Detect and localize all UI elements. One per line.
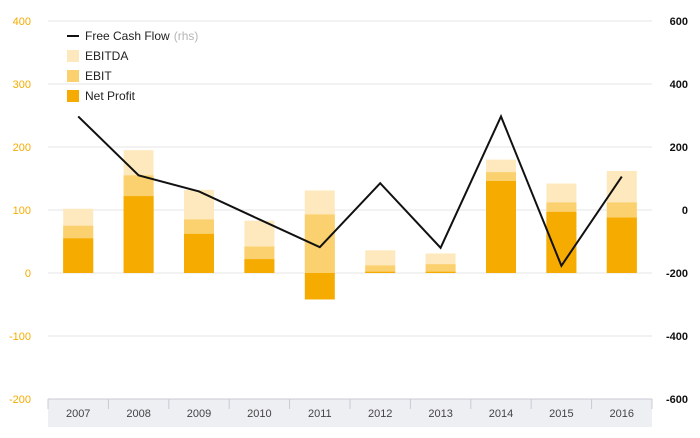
bar-ebit <box>426 264 456 273</box>
bar-net-profit <box>426 272 456 273</box>
left-axis-tick-label: -200 <box>9 394 31 406</box>
right-axis-tick-label: -400 <box>666 331 688 343</box>
x-tick-label: 2011 <box>308 408 332 420</box>
left-axis-tick-label: 200 <box>13 142 31 154</box>
legend-label: EBITDA <box>85 49 128 63</box>
legend-label: Free Cash Flow (rhs) <box>85 29 198 43</box>
bar-ebit <box>305 214 335 273</box>
right-axis-tick-label: -600 <box>666 394 688 406</box>
legend-label-text: EBITDA <box>85 49 128 63</box>
x-tick-label: 2007 <box>66 408 90 420</box>
left-axis-tick-label: 100 <box>13 205 31 217</box>
right-axis-tick-label: 400 <box>670 79 688 91</box>
legend-swatch-box <box>67 90 79 102</box>
legend-label-text: EBIT <box>85 69 112 83</box>
right-axis-tick-label: 600 <box>670 16 688 28</box>
right-axis-tick-label: 0 <box>682 205 688 217</box>
x-tick-label: 2012 <box>368 408 392 420</box>
x-tick-label: 2016 <box>610 408 634 420</box>
right-axis-tick-label: 200 <box>670 142 688 154</box>
bar-net-profit <box>244 259 274 273</box>
bar-net-profit <box>124 196 154 273</box>
legend-label-suffix: (rhs) <box>174 29 199 43</box>
x-tick-label: 2014 <box>489 408 513 420</box>
bar-net-profit <box>486 181 516 273</box>
bar-net-profit <box>184 234 214 273</box>
left-axis-tick-label: 0 <box>25 268 31 280</box>
left-axis-tick-label: 300 <box>13 79 31 91</box>
x-tick-label: 2010 <box>247 408 271 420</box>
bar-net-profit <box>63 238 93 273</box>
x-tick-label: 2015 <box>549 408 573 420</box>
x-tick-label: 2013 <box>428 408 452 420</box>
legend-label: Net Profit <box>85 89 136 103</box>
x-tick-label: 2009 <box>187 408 211 420</box>
bar-net-profit <box>365 272 395 273</box>
legend-label-text: Net Profit <box>85 89 136 103</box>
line-free-cash-flow <box>78 116 622 265</box>
left-axis-tick-label: 400 <box>13 16 31 28</box>
bar-net-profit <box>607 218 637 273</box>
bar-net-profit <box>305 273 335 299</box>
x-tick-label: 2008 <box>126 408 150 420</box>
legend-swatch-box <box>67 70 79 82</box>
right-axis-tick-label: -200 <box>666 268 688 280</box>
left-axis-tick-label: -100 <box>9 331 31 343</box>
legend-label-text: Free Cash Flow <box>85 29 170 43</box>
legend-swatch-box <box>67 50 79 62</box>
legend-label: EBIT <box>85 69 112 83</box>
